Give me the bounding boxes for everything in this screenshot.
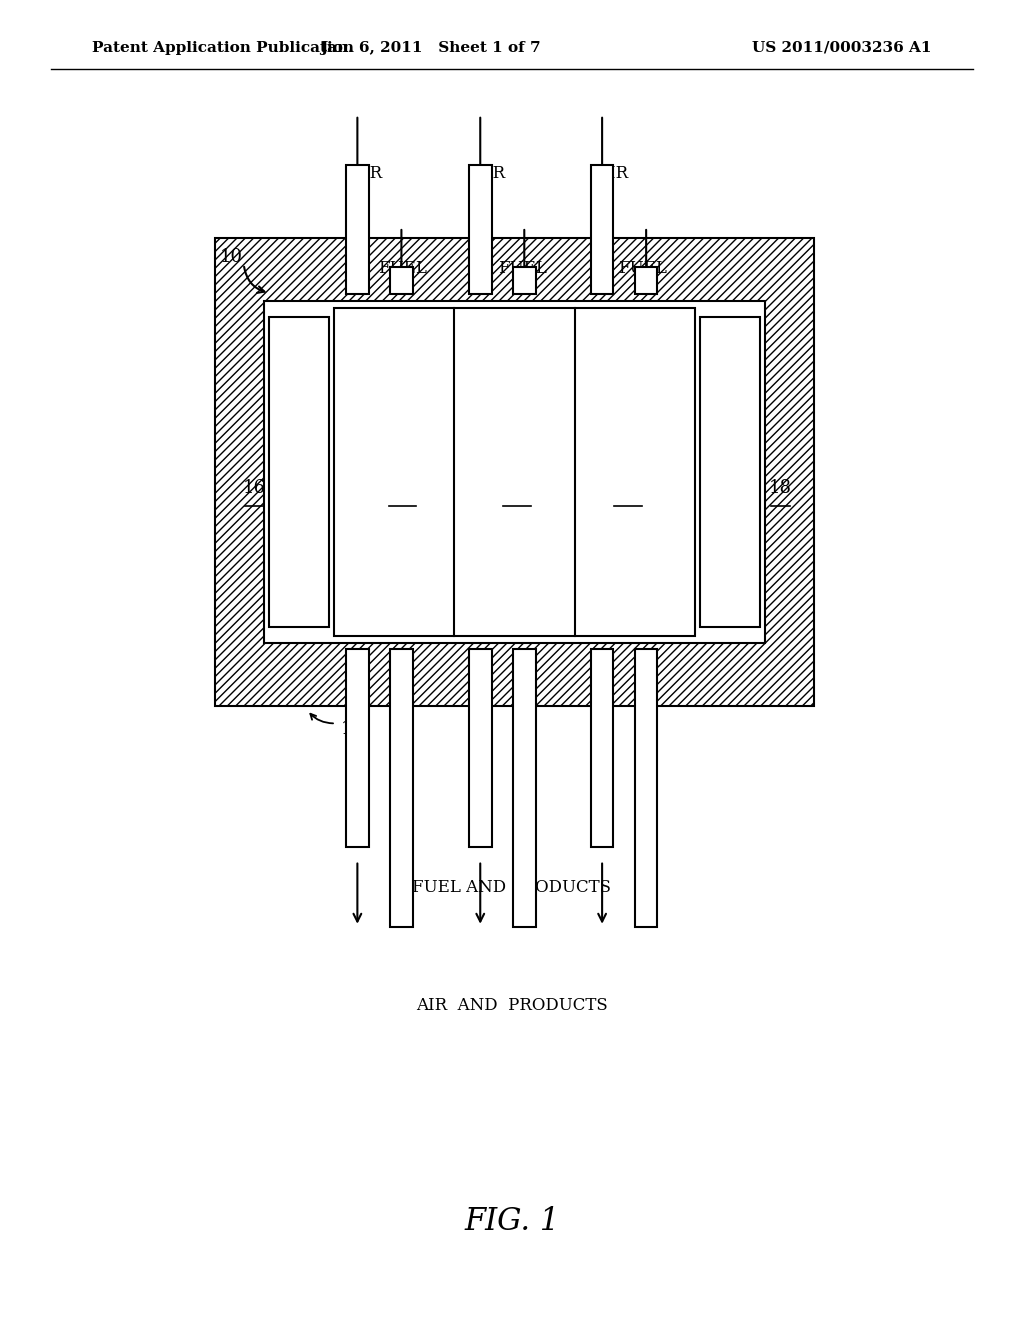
Bar	[269, 317, 329, 627]
Text: AIR: AIR	[474, 165, 505, 182]
Bar	[513, 649, 536, 927]
Text: Patent Application Publication: Patent Application Publication	[92, 41, 354, 54]
Text: 12B: 12B	[499, 479, 536, 498]
Bar	[346, 165, 369, 294]
Bar	[334, 308, 695, 636]
Text: 12C: 12C	[609, 479, 646, 498]
Text: FUEL: FUEL	[617, 260, 667, 277]
Bar	[591, 649, 613, 847]
Bar	[469, 649, 492, 847]
Bar	[264, 301, 765, 643]
Text: 10: 10	[220, 248, 243, 267]
Text: AIR: AIR	[597, 165, 628, 182]
Bar	[346, 649, 369, 847]
Text: 12A: 12A	[384, 479, 421, 498]
Bar	[215, 238, 814, 706]
Text: AIR  AND  PRODUCTS: AIR AND PRODUCTS	[416, 998, 608, 1014]
Text: FIG. 1: FIG. 1	[464, 1205, 560, 1237]
Text: 14: 14	[341, 719, 364, 738]
Bar	[469, 165, 492, 294]
Text: FUEL: FUEL	[378, 260, 427, 277]
Text: FUEL AND PRODUCTS: FUEL AND PRODUCTS	[413, 879, 611, 895]
Bar	[390, 649, 413, 927]
Bar	[635, 649, 657, 927]
Bar	[513, 267, 536, 294]
Bar	[390, 267, 413, 294]
Bar	[591, 165, 613, 294]
Text: US 2011/0003236 A1: US 2011/0003236 A1	[753, 41, 932, 54]
Text: AIR: AIR	[351, 165, 382, 182]
Bar	[635, 267, 657, 294]
Text: Jan. 6, 2011   Sheet 1 of 7: Jan. 6, 2011 Sheet 1 of 7	[319, 41, 541, 54]
Text: 18: 18	[769, 479, 792, 498]
Text: 16: 16	[243, 479, 265, 498]
Text: FUEL: FUEL	[498, 260, 547, 277]
Bar	[700, 317, 760, 627]
